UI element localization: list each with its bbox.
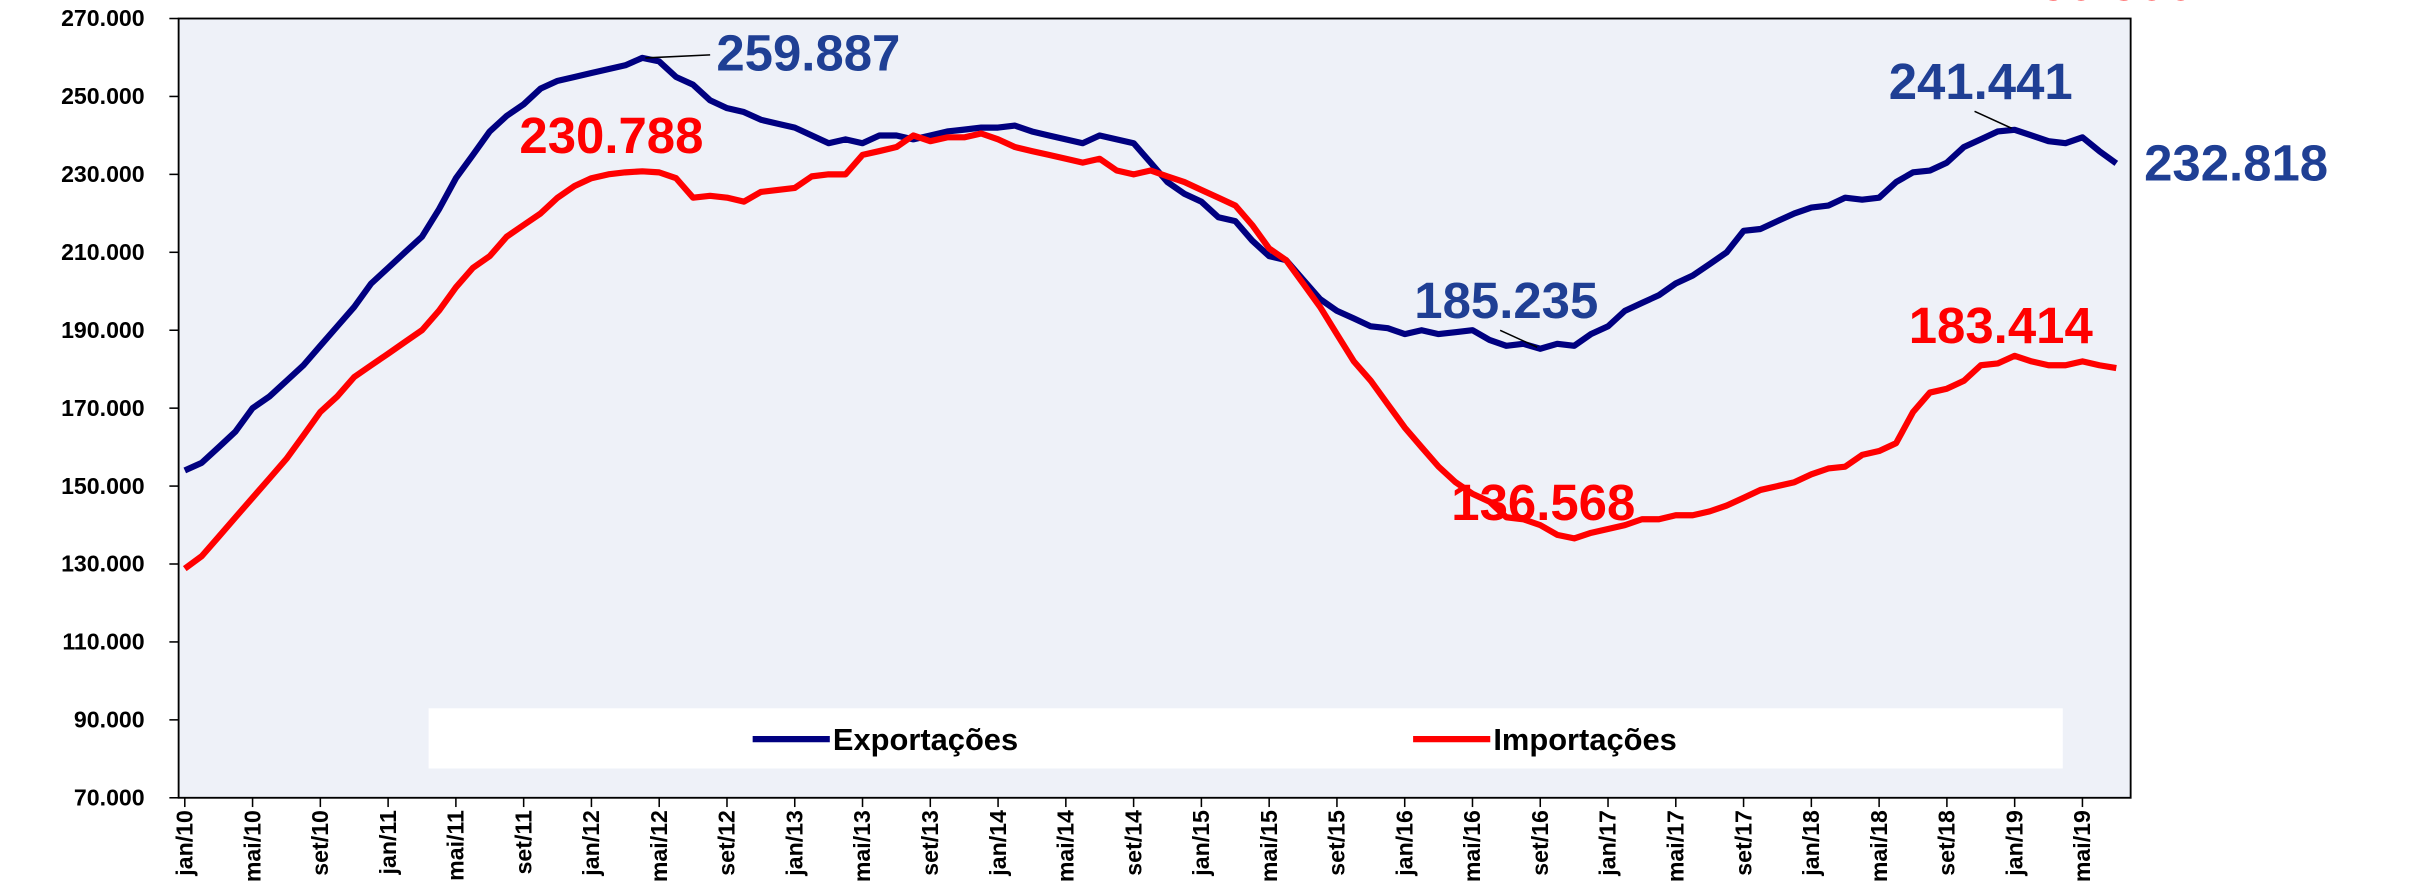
x-tick-label: set/10 (307, 810, 333, 876)
x-tick-label: mai/18 (1866, 810, 1892, 882)
plot-frame (177, 17, 2132, 799)
value-label: 185.235 (1414, 272, 1598, 329)
x-tick-label: set/15 (1324, 810, 1350, 876)
x-tick-label: jan/13 (781, 810, 807, 877)
leader-line (1499, 329, 1538, 348)
y-tick-label: 110.000 (62, 629, 144, 655)
value-label: 183.414 (1909, 297, 2094, 354)
x-tick-label: set/12 (714, 810, 740, 876)
y-tick-label: 210.000 (61, 239, 145, 265)
value-label: 180.306 (2010, 0, 2194, 11)
x-tick-label: jan/11 (375, 810, 401, 875)
y-tick-label: 250.000 (61, 83, 145, 109)
x-tick-label: jan/14 (985, 810, 1011, 877)
x-tick-label: set/16 (1527, 810, 1553, 876)
value-label: 232.818 (2144, 134, 2328, 191)
x-tick-label: set/18 (1934, 810, 1960, 876)
leader-line (645, 54, 711, 59)
x-tick-label: set/14 (1120, 810, 1146, 876)
y-tick-label: 270.000 (61, 5, 145, 31)
y-tick-label: 90.000 (74, 707, 145, 733)
series-line (182, 130, 2117, 572)
x-tick-label: jan/16 (1391, 810, 1417, 877)
x-tick-label: jan/18 (1798, 810, 1824, 877)
y-tick-label: 190.000 (61, 317, 145, 343)
legend-label: Importações (1493, 722, 1677, 757)
y-tick-label: 170.000 (61, 395, 145, 421)
value-label: 241.441 (1889, 53, 2073, 110)
x-tick-label: mai/14 (1053, 810, 1079, 882)
value-label: 259.887 (716, 24, 900, 81)
x-tick-label: jan/10 (172, 810, 198, 877)
x-tick-label: mai/11 (443, 810, 469, 881)
value-label: 230.788 (519, 107, 703, 164)
x-tick-label: mai/19 (2069, 810, 2095, 882)
legend-label: Exportações (833, 722, 1018, 757)
legend (428, 708, 2063, 769)
x-tick-label: jan/19 (2001, 810, 2027, 877)
y-tick-label: 230.000 (61, 161, 145, 187)
series-line (183, 54, 2119, 474)
leader-line (1974, 110, 2012, 129)
x-tick-label: set/13 (917, 810, 943, 876)
x-tick-label: jan/17 (1595, 810, 1621, 877)
x-tick-label: mai/13 (849, 810, 875, 882)
x-tick-label: mai/12 (646, 810, 672, 882)
y-tick-label: 70.000 (74, 785, 145, 811)
x-tick-label: jan/15 (1188, 810, 1214, 877)
x-tick-label: jan/12 (578, 810, 604, 877)
plot-area (178, 18, 2131, 798)
x-tick-label: mai/10 (239, 810, 265, 882)
x-tick-label: mai/15 (1256, 810, 1282, 882)
value-label: 136.568 (1451, 474, 1635, 531)
x-tick-label: mai/17 (1663, 810, 1689, 882)
x-tick-label: set/17 (1730, 810, 1756, 876)
x-tick-label: mai/16 (1459, 810, 1485, 882)
x-tick-label: set/11 (510, 810, 536, 874)
y-tick-label: 130.000 (61, 551, 145, 577)
y-tick-label: 150.000 (61, 473, 145, 499)
